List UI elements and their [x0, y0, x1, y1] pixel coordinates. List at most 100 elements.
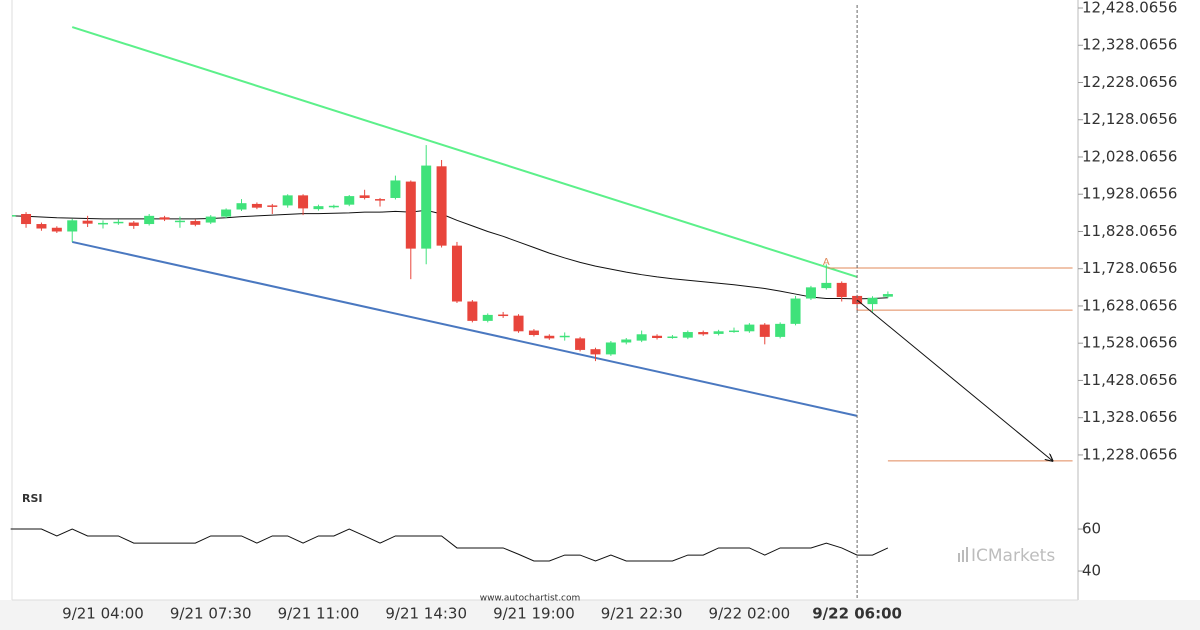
candle-body — [21, 213, 32, 225]
y-tick-label: 12,328.0656 — [1082, 36, 1177, 54]
candle-body — [698, 332, 709, 335]
source: www.autochartist.com — [480, 594, 581, 604]
y-tick-label: 11,428.0656 — [1082, 371, 1177, 389]
logo-bar — [966, 547, 968, 562]
y-axis-strip — [1078, 0, 1200, 600]
candle-body — [282, 195, 293, 206]
candle-body — [375, 199, 386, 201]
candle-body — [498, 314, 509, 317]
candle-body — [67, 220, 78, 232]
candle-body — [759, 324, 770, 337]
candle-body — [159, 217, 170, 220]
rsi-panel — [10, 528, 889, 562]
y-tick-label: 40 — [1082, 562, 1101, 580]
candle-body — [390, 180, 401, 198]
x-tick-label: 9/21 11:00 — [278, 605, 360, 623]
candle-body — [451, 245, 462, 302]
y-tick-label: 11,828.0656 — [1082, 222, 1177, 240]
candle-body — [559, 335, 570, 338]
axes: 12,428.0656 12,328.0656 12,228.0656 12,128.… — [62, 0, 1177, 623]
rsi-line — [10, 528, 889, 562]
forecast-arrow — [856, 299, 1052, 461]
y-tick-label: 11,228.0656 — [1082, 445, 1177, 463]
candle-body — [144, 215, 155, 225]
candle-body — [867, 297, 878, 305]
x-tick-label: 9/21 19:00 — [493, 605, 575, 623]
y-tick-label: 60 — [1082, 520, 1101, 538]
candle-body — [267, 205, 278, 207]
candle-body — [359, 195, 370, 198]
y-tick-label: 12,428.0656 — [1082, 0, 1177, 17]
candle-body — [744, 324, 755, 332]
logo-bar — [962, 550, 964, 562]
candle-body — [544, 335, 555, 339]
candle-body — [775, 323, 786, 337]
candle-body — [236, 203, 247, 210]
candle-body — [128, 222, 139, 226]
y-tick-label: 11,328.0656 — [1082, 408, 1177, 426]
candle-body — [190, 221, 201, 225]
candle-body — [605, 342, 616, 355]
candle-body — [98, 222, 108, 225]
x-tick-label: 9/22 06:00 — [812, 605, 902, 623]
candle-body — [821, 282, 832, 289]
candle-body — [728, 330, 739, 333]
price-panel: A — [12, 26, 1073, 462]
candle-body — [436, 166, 447, 246]
candle-body — [882, 294, 893, 297]
y-tick-label: 12,128.0656 — [1082, 110, 1177, 128]
candle-body — [682, 332, 693, 338]
candle-body — [805, 287, 816, 299]
candle-body — [590, 349, 601, 355]
candle-body — [405, 181, 416, 249]
candle-body — [636, 334, 647, 341]
annotation: A — [823, 257, 830, 268]
candle-body — [513, 315, 524, 332]
logo-bar — [958, 553, 960, 562]
channel-line — [71, 26, 858, 278]
y-tick-label: 11,928.0656 — [1082, 185, 1177, 203]
candle-body — [667, 336, 678, 339]
x-tick-label: 9/21 22:30 — [601, 605, 683, 623]
channel-line — [72, 240, 858, 417]
candle-body — [790, 298, 801, 324]
y-tick-label: 11,628.0656 — [1082, 296, 1177, 314]
candle-body — [328, 205, 339, 208]
candle-body — [621, 339, 632, 343]
candle-body — [82, 220, 93, 224]
candle-body — [421, 165, 432, 249]
x-axis-strip — [0, 600, 1200, 630]
candle-body — [482, 314, 493, 321]
candle-body — [298, 195, 309, 209]
candle-body — [221, 209, 232, 217]
candle-body — [836, 282, 847, 298]
candle-body — [36, 224, 47, 229]
x-tick-label: 9/21 14:30 — [385, 605, 467, 623]
candle-body — [251, 203, 262, 208]
y-tick-label: 12,228.0656 — [1082, 73, 1177, 91]
x-tick-label: 9/21 07:30 — [170, 605, 252, 623]
candle-body — [713, 331, 724, 334]
candle-body — [51, 227, 62, 232]
y-tick-label: 11,728.0656 — [1082, 259, 1177, 277]
candle-body — [575, 338, 586, 350]
candle-body — [313, 206, 324, 210]
y-tick-label: 12,028.0656 — [1082, 147, 1177, 165]
candle-body — [528, 330, 539, 336]
y-tick-label: 11,528.0656 — [1082, 334, 1177, 352]
candle-body — [344, 196, 355, 205]
candle-body — [205, 216, 216, 223]
x-tick-label: 9/21 04:00 — [62, 605, 144, 623]
rsi-title: RSI — [22, 492, 43, 505]
candle-body — [12, 215, 16, 217]
candle-body — [113, 221, 124, 224]
candle-body — [174, 220, 185, 223]
moving-average — [12, 209, 888, 300]
candle-body — [652, 335, 663, 339]
brand-logo: ICMarkets — [958, 546, 1055, 566]
x-tick-label: 9/22 02:00 — [709, 605, 791, 623]
candle-body — [467, 301, 478, 321]
brand: ICMarkets — [971, 546, 1055, 566]
